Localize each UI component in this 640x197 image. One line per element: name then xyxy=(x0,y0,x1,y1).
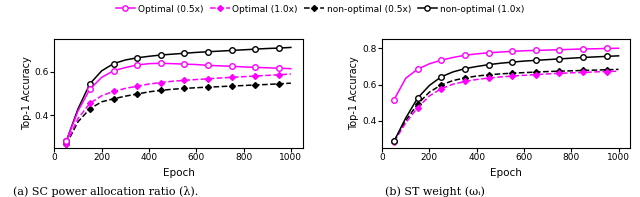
X-axis label: Epoch: Epoch xyxy=(163,168,195,178)
X-axis label: Epoch: Epoch xyxy=(490,168,522,178)
Text: (b) ST weight (ωᵢ): (b) ST weight (ωᵢ) xyxy=(385,187,485,197)
Text: (a) SC power allocation ratio (λ).: (a) SC power allocation ratio (λ). xyxy=(13,186,198,197)
Y-axis label: Top-1 Accuracy: Top-1 Accuracy xyxy=(22,57,32,130)
Legend: Optimal (0.5x), Optimal (1.0x), non-optimal (0.5x), non-optimal (1.0x): Optimal (0.5x), Optimal (1.0x), non-opti… xyxy=(115,5,525,14)
Y-axis label: Top-1 Accuracy: Top-1 Accuracy xyxy=(349,57,360,130)
